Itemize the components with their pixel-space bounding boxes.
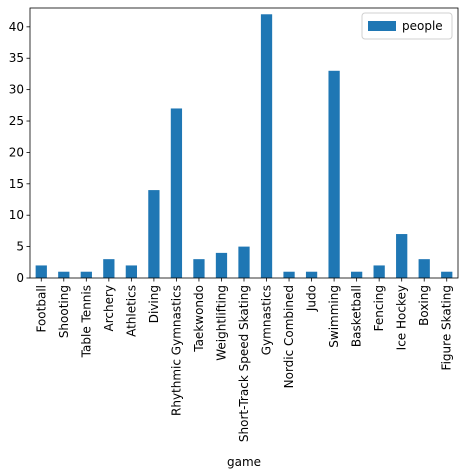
legend-label: people: [402, 19, 443, 33]
y-tick-label: 30: [9, 83, 24, 97]
y-tick-label: 35: [9, 51, 24, 65]
y-tick-label: 15: [9, 177, 24, 191]
x-tick-label: Taekwondo: [192, 285, 206, 353]
bar-taekwondo: [193, 259, 205, 278]
bar-gymnastics: [260, 14, 273, 278]
x-axis: Football Shooting Table Tennis Archery Athle…: [34, 278, 454, 442]
bar-football: [35, 265, 47, 278]
y-tick-label: 40: [9, 20, 24, 34]
y-tick-label: 20: [9, 145, 24, 159]
legend-box: [361, 12, 453, 40]
legend-swatch: [368, 21, 396, 31]
x-axis-label: game: [227, 455, 261, 469]
x-tick-label: Short-Track Speed Skating: [237, 285, 251, 442]
x-tick-label: Athletics: [124, 285, 138, 337]
bar-figure-skating: [441, 271, 453, 278]
x-tick-label: Figure Skating: [440, 285, 454, 370]
x-tick-label: Boxing: [417, 285, 431, 326]
bar-nordic-combined: [283, 271, 295, 278]
x-tick-label: Ice Hockey: [395, 285, 409, 350]
x-tick-label: Weightlifting: [214, 285, 228, 361]
y-tick-label: 5: [16, 240, 24, 254]
x-tick-label: Diving: [147, 285, 161, 323]
x-tick-label: Basketball: [350, 285, 364, 347]
x-tick-label: Judo: [305, 285, 319, 312]
x-tick-label: Nordic Combined: [282, 285, 296, 388]
x-tick-label: Football: [34, 285, 48, 333]
plot-frame: [29, 7, 459, 279]
bar-athletics: [125, 265, 137, 278]
bar-short-track-speed-skating: [238, 246, 250, 278]
bar-swimming: [328, 70, 340, 278]
x-tick-label: Table Tennis: [79, 285, 93, 358]
y-tick-label: 25: [9, 114, 24, 128]
x-tick-label: Fencing: [372, 285, 386, 331]
x-tick-label: Gymnastics: [260, 285, 274, 355]
bar-shooting: [58, 271, 70, 278]
x-tick-label: Swimming: [327, 285, 341, 348]
bar-rhythmic-gymnastics: [170, 108, 183, 278]
bar-table-tennis: [80, 271, 92, 278]
bars-layer: [35, 14, 453, 278]
bar-boxing: [418, 259, 430, 278]
bar-judo: [305, 271, 318, 278]
bar-diving: [148, 190, 160, 278]
bar-fencing: [373, 265, 385, 278]
x-tick-label: Rhythmic Gymnastics: [169, 285, 183, 416]
bar-weightlifting: [215, 252, 228, 278]
y-tick-label: 0: [16, 271, 24, 285]
x-tick-label: Shooting: [57, 285, 71, 338]
bar-archery: [103, 259, 115, 278]
y-axis: 0 5 10 15 20 25 30 35 40: [9, 20, 30, 285]
y-tick-label: 10: [9, 208, 24, 222]
bar-ice-hockey: [396, 234, 408, 278]
x-tick-label: Archery: [102, 285, 116, 332]
bar-basketball: [351, 271, 363, 278]
legend: people: [361, 12, 453, 40]
